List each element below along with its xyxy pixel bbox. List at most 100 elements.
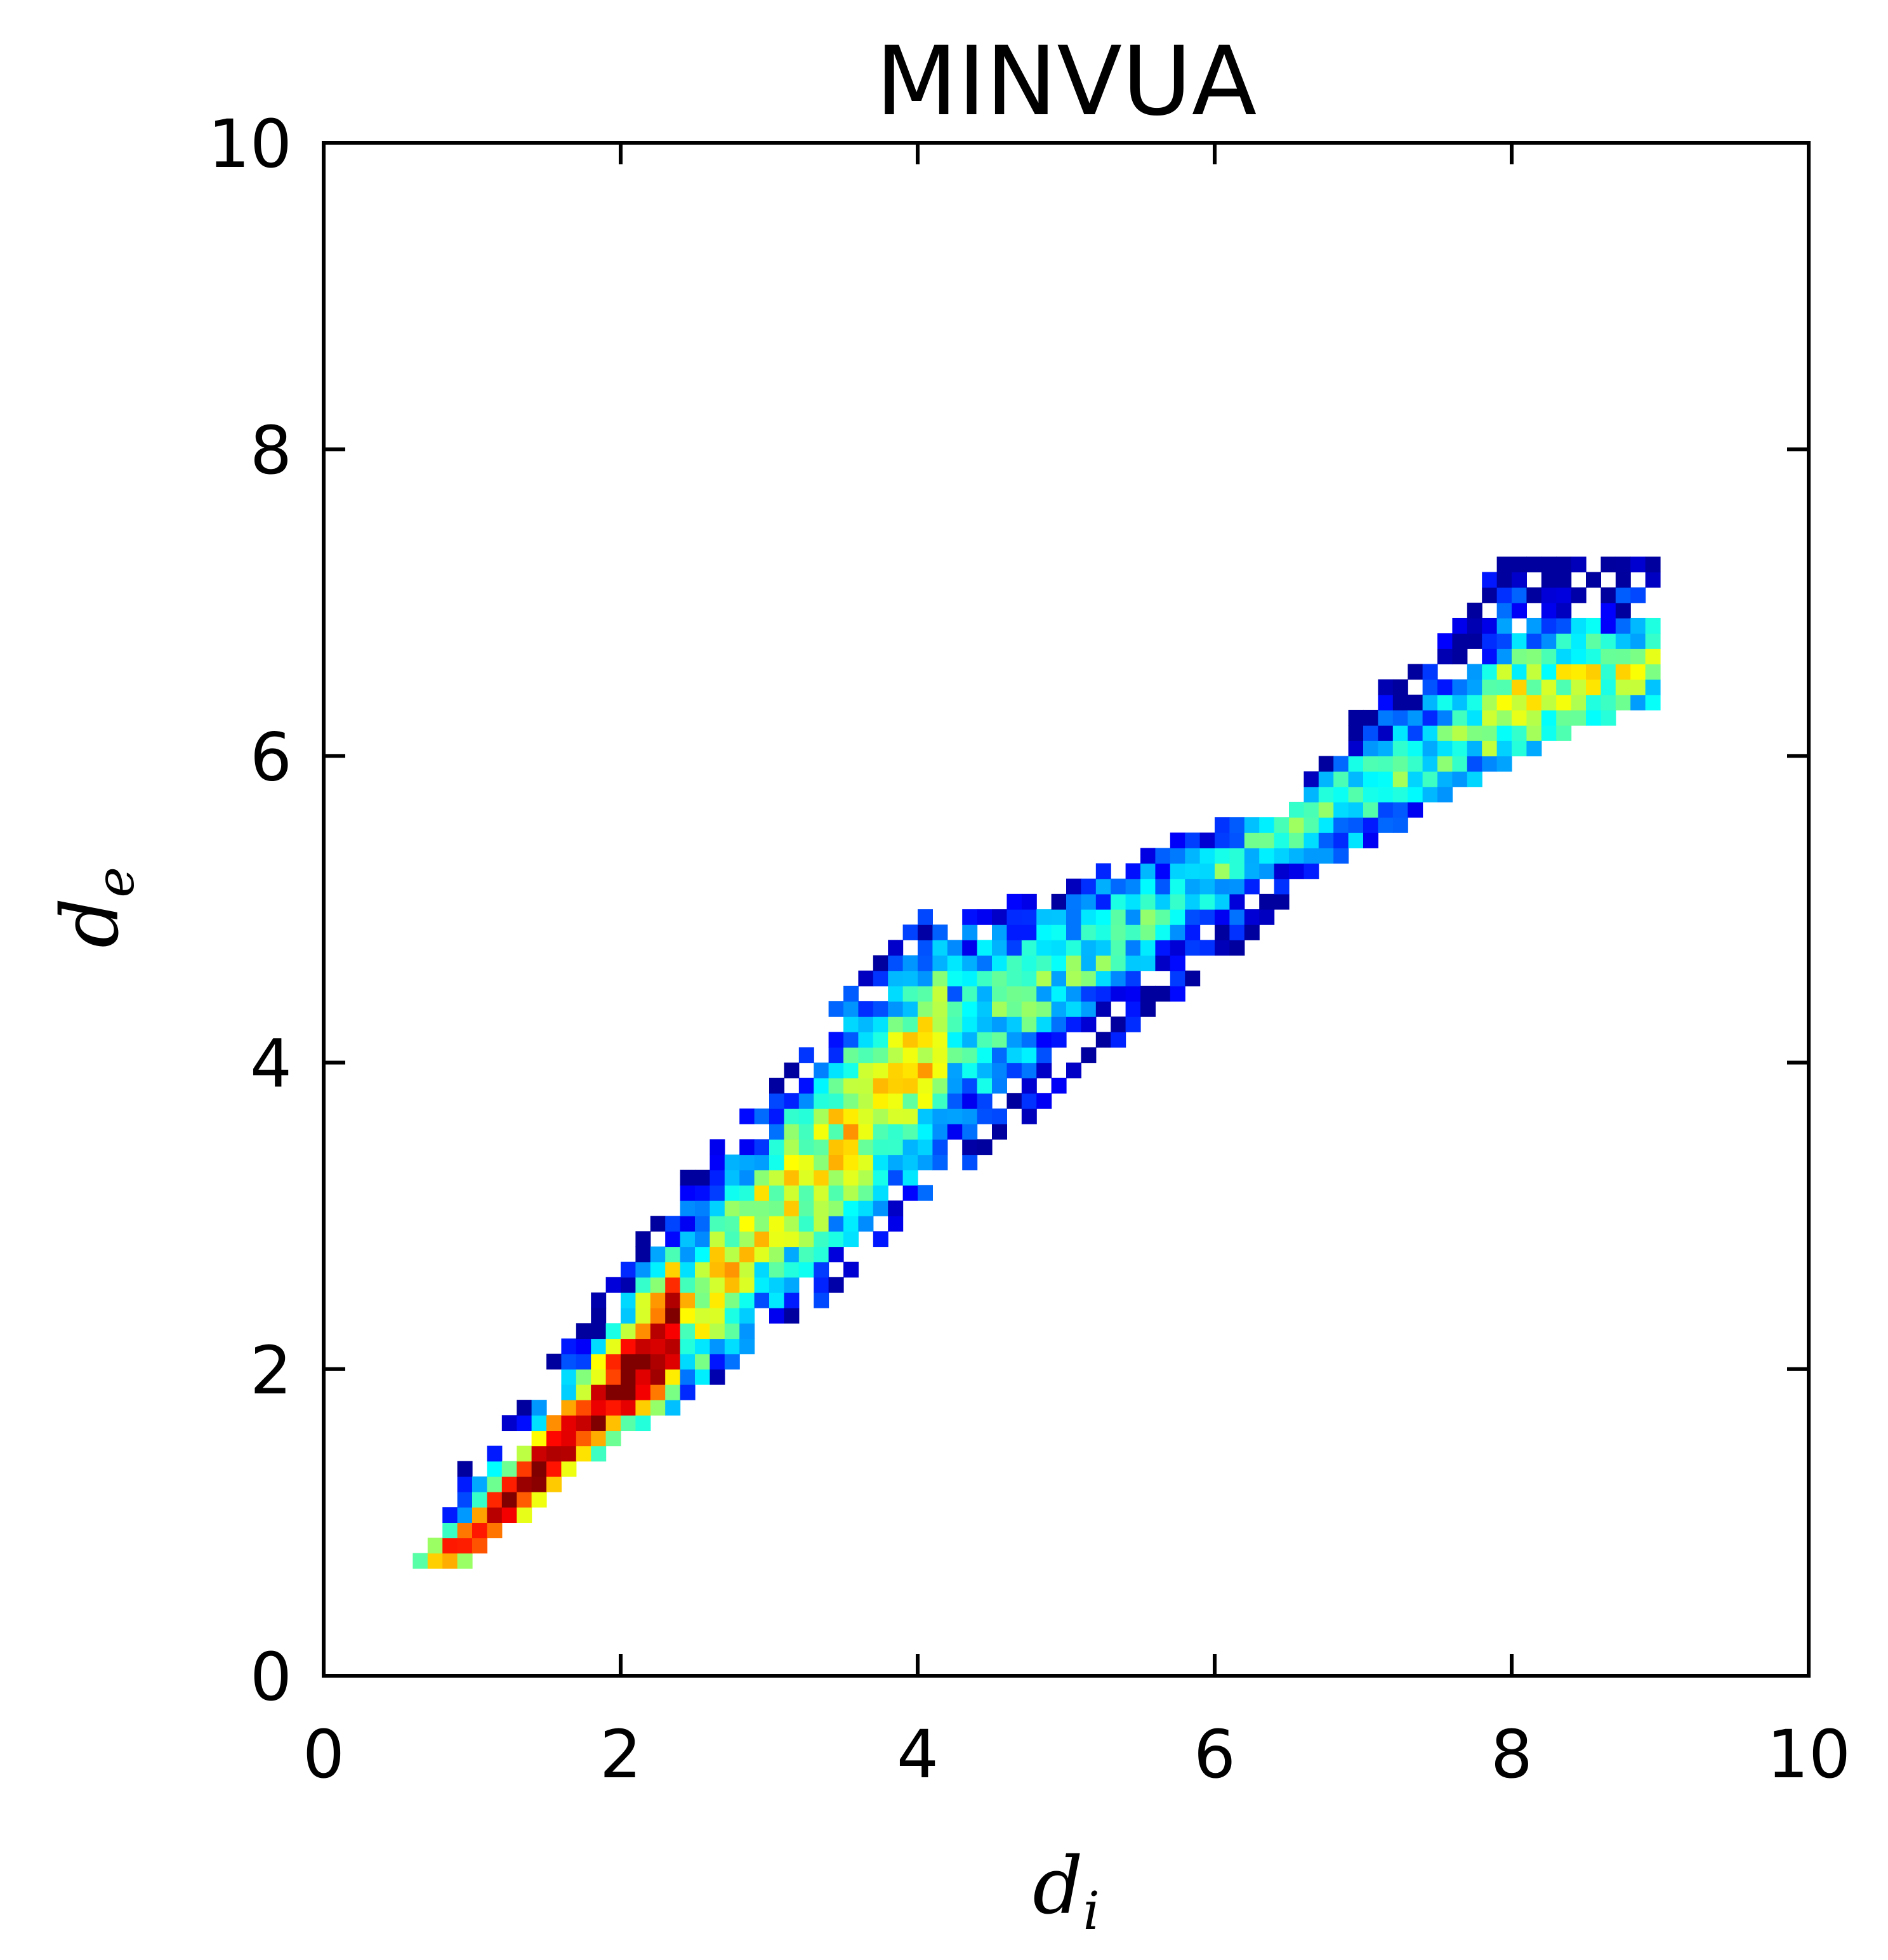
- heatmap-cell: [798, 1108, 814, 1124]
- heatmap-cell: [947, 1047, 963, 1063]
- heatmap-cell: [1199, 909, 1215, 925]
- heatmap-cell: [1244, 878, 1260, 895]
- heatmap-cell: [858, 1139, 874, 1155]
- heatmap-cell: [1482, 664, 1498, 680]
- heatmap-cell: [1051, 1016, 1067, 1032]
- heatmap-cell: [1229, 940, 1245, 956]
- heatmap-cell: [1170, 832, 1185, 848]
- heatmap-cell: [1408, 740, 1423, 756]
- heatmap-cell: [1496, 740, 1512, 756]
- heatmap-cell: [992, 940, 1007, 956]
- heatmap-cell: [1452, 694, 1468, 711]
- heatmap-cell: [739, 1185, 755, 1201]
- heatmap-cell: [992, 1077, 1007, 1094]
- heatmap-cell: [1185, 878, 1201, 895]
- heatmap-cell: [501, 1461, 517, 1477]
- heatmap-cell: [947, 1062, 963, 1079]
- heatmap-cell: [739, 1277, 755, 1293]
- heatmap-cell: [1125, 955, 1141, 971]
- heatmap-cell: [814, 1139, 829, 1155]
- heatmap-cell: [888, 1016, 904, 1032]
- heatmap-cell: [1215, 848, 1230, 864]
- heatmap-cell: [695, 1169, 710, 1186]
- heatmap-cell: [517, 1507, 532, 1523]
- heatmap-cell: [932, 1124, 948, 1140]
- heatmap-cell: [1170, 940, 1185, 956]
- heatmap-cell: [1111, 893, 1126, 910]
- heatmap-cell: [814, 1093, 829, 1109]
- heatmap-cell: [1289, 801, 1304, 818]
- heatmap-cell: [843, 1200, 859, 1216]
- heatmap-cell: [1036, 940, 1052, 956]
- heatmap-cell: [1630, 664, 1646, 680]
- heatmap-cell: [947, 1077, 963, 1094]
- heatmap-cell: [1095, 940, 1111, 956]
- heatmap-cell: [1021, 1032, 1037, 1048]
- heatmap-cell: [1140, 985, 1156, 1002]
- heatmap-cell: [1408, 709, 1423, 726]
- heatmap-cell: [1392, 694, 1408, 711]
- heatmap-cell: [724, 1231, 740, 1247]
- heatmap-cell: [1007, 1093, 1022, 1109]
- y-axis-label-main: d: [45, 898, 136, 948]
- heatmap-cell: [695, 1277, 710, 1293]
- heatmap-cell: [605, 1353, 621, 1370]
- heatmap-cell: [977, 955, 993, 971]
- heatmap-cell: [1556, 602, 1572, 619]
- heatmap-cell: [724, 1292, 740, 1308]
- heatmap-cell: [947, 970, 963, 987]
- heatmap-cell: [665, 1292, 681, 1308]
- y-axis-label: de: [45, 867, 146, 948]
- heatmap-cell: [546, 1415, 562, 1431]
- heatmap-cell: [1066, 909, 1081, 925]
- y-tick-label: 0: [250, 1638, 292, 1716]
- heatmap-cell: [1244, 848, 1260, 864]
- heatmap-cell: [1051, 940, 1067, 956]
- heatmap-cell: [1437, 648, 1453, 665]
- heatmap-cell: [873, 955, 888, 971]
- heatmap-cell: [1095, 970, 1111, 987]
- heatmap-cell: [769, 1154, 784, 1171]
- heatmap-cell: [531, 1476, 547, 1492]
- heatmap-cell: [1526, 587, 1542, 603]
- heatmap-cell: [1571, 556, 1587, 573]
- heatmap-cell: [1318, 756, 1334, 772]
- heatmap-cell: [546, 1476, 562, 1492]
- heatmap-cell: [992, 924, 1007, 940]
- heatmap-cell: [902, 1154, 918, 1171]
- heatmap-cell: [1630, 587, 1646, 603]
- heatmap-cell: [873, 1001, 888, 1017]
- heatmap-cell: [680, 1200, 696, 1216]
- heatmap-cell: [873, 1185, 888, 1201]
- heatmap-cell: [680, 1353, 696, 1370]
- heatmap-cell: [1081, 878, 1097, 895]
- heatmap-cell: [695, 1292, 710, 1308]
- heatmap-cell: [1007, 1062, 1022, 1079]
- heatmap-cell: [1111, 924, 1126, 940]
- heatmap-cell: [1095, 924, 1111, 940]
- heatmap-cell: [1215, 817, 1230, 833]
- heatmap-cell: [828, 1231, 844, 1247]
- heatmap-cell: [1571, 709, 1587, 726]
- heatmap-cell: [784, 1154, 800, 1171]
- heatmap-cell: [621, 1369, 636, 1385]
- heatmap-cell: [442, 1553, 458, 1569]
- heatmap-cell: [695, 1338, 710, 1355]
- heatmap-cell: [1095, 878, 1111, 895]
- heatmap-cell: [1422, 664, 1438, 680]
- heatmap-cell: [1081, 924, 1097, 940]
- heatmap-cell: [1140, 940, 1156, 956]
- heatmap-cell: [1051, 893, 1067, 910]
- heatmap-cell: [784, 1277, 800, 1293]
- heatmap-cell: [1155, 878, 1171, 895]
- heatmap-cell: [888, 1200, 904, 1216]
- heatmap-cell: [621, 1384, 636, 1400]
- heatmap-cell: [1140, 924, 1156, 940]
- heatmap-cell: [739, 1323, 755, 1339]
- heatmap-cell: [977, 985, 993, 1002]
- heatmap-cell: [1021, 1016, 1037, 1032]
- heatmap-cell: [784, 1062, 800, 1079]
- heatmap-cell: [1318, 771, 1334, 787]
- heatmap-cell: [784, 1108, 800, 1124]
- heatmap-cell: [828, 1277, 844, 1293]
